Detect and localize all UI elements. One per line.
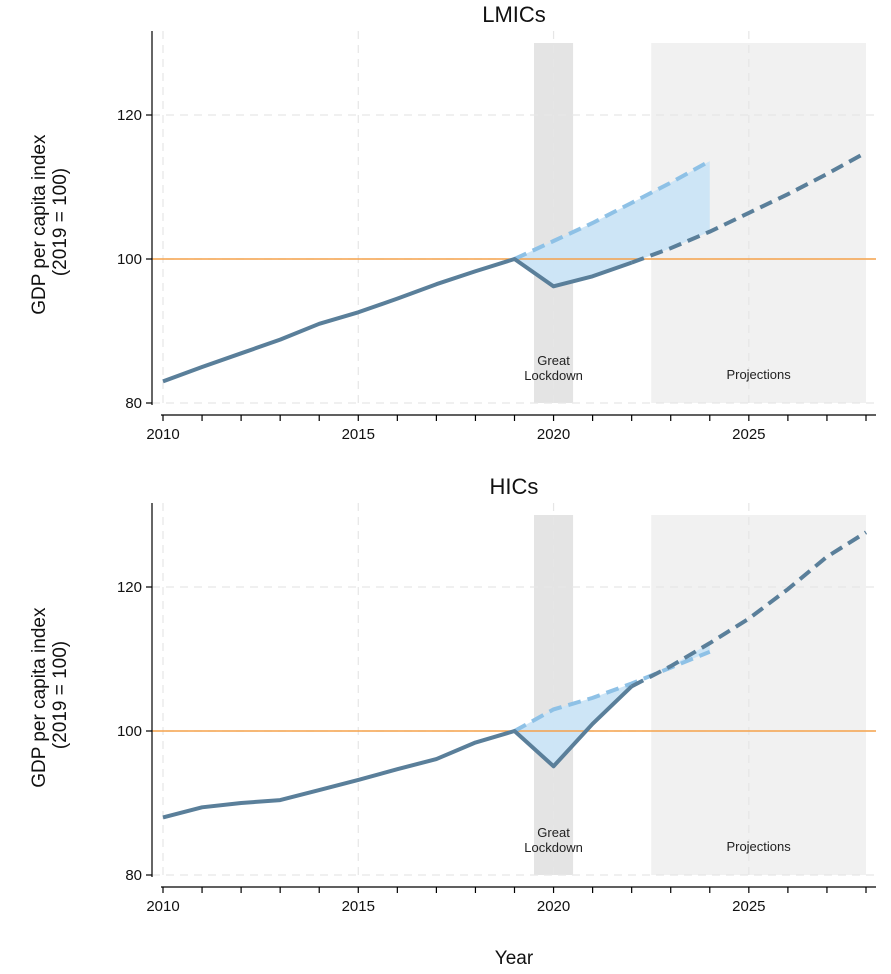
forecast-gap-area (514, 161, 710, 287)
panel-hics: HICs 80 100 120 2010 2015 2020 2025 Great Lockd… (29, 474, 876, 915)
lockdown-label: Great Lockdown (524, 825, 583, 855)
projections-label: Projections (726, 367, 791, 382)
y-axis-label: GDP per capita index (2019 = 100) (29, 602, 71, 788)
panel-lmics: LMICs 80 100 120 2010 2015 2020 2025 Great Lock… (29, 2, 876, 443)
x-tick-label: 2020 (537, 898, 570, 915)
y-tick-label: 100 (117, 251, 142, 268)
y-tick-label: 120 (117, 107, 142, 124)
y-tick-label: 120 (117, 579, 142, 596)
x-axis-label: Year (495, 948, 534, 969)
projection-line (630, 530, 868, 689)
x-tick-label: 2010 (146, 898, 179, 915)
forecast-line (513, 159, 711, 261)
y-tick-label: 80 (125, 395, 142, 412)
forecast-line (513, 649, 711, 733)
actual-line (162, 684, 634, 820)
y-tick-label: 80 (125, 867, 142, 884)
panel-title: HICs (490, 474, 539, 499)
x-tick-label: 2015 (342, 426, 375, 443)
projections-label: Projections (726, 839, 791, 854)
projection-shade (651, 515, 866, 875)
lockdown-shade (534, 43, 574, 403)
x-tick-label: 2010 (146, 426, 179, 443)
x-tick-label: 2025 (732, 426, 765, 443)
lockdown-shade (534, 515, 574, 875)
x-tick-label: 2020 (537, 426, 570, 443)
x-tick-label: 2015 (342, 898, 375, 915)
y-axis-label: GDP per capita index (2019 = 100) (29, 129, 71, 315)
y-tick-label: 100 (117, 723, 142, 740)
lockdown-label: Great Lockdown (524, 353, 583, 383)
panel-title: LMICs (482, 2, 546, 27)
actual-line (162, 257, 633, 384)
projection-line (630, 150, 867, 265)
x-tick-label: 2025 (732, 898, 765, 915)
